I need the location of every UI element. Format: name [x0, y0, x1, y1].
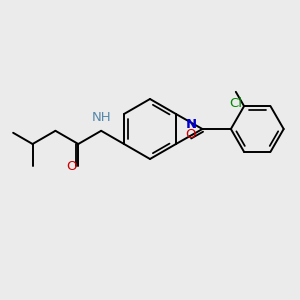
Text: NH: NH — [91, 111, 111, 124]
Text: N: N — [186, 118, 197, 131]
Text: Cl: Cl — [229, 97, 242, 110]
Text: O: O — [185, 128, 196, 140]
Text: O: O — [66, 160, 77, 173]
